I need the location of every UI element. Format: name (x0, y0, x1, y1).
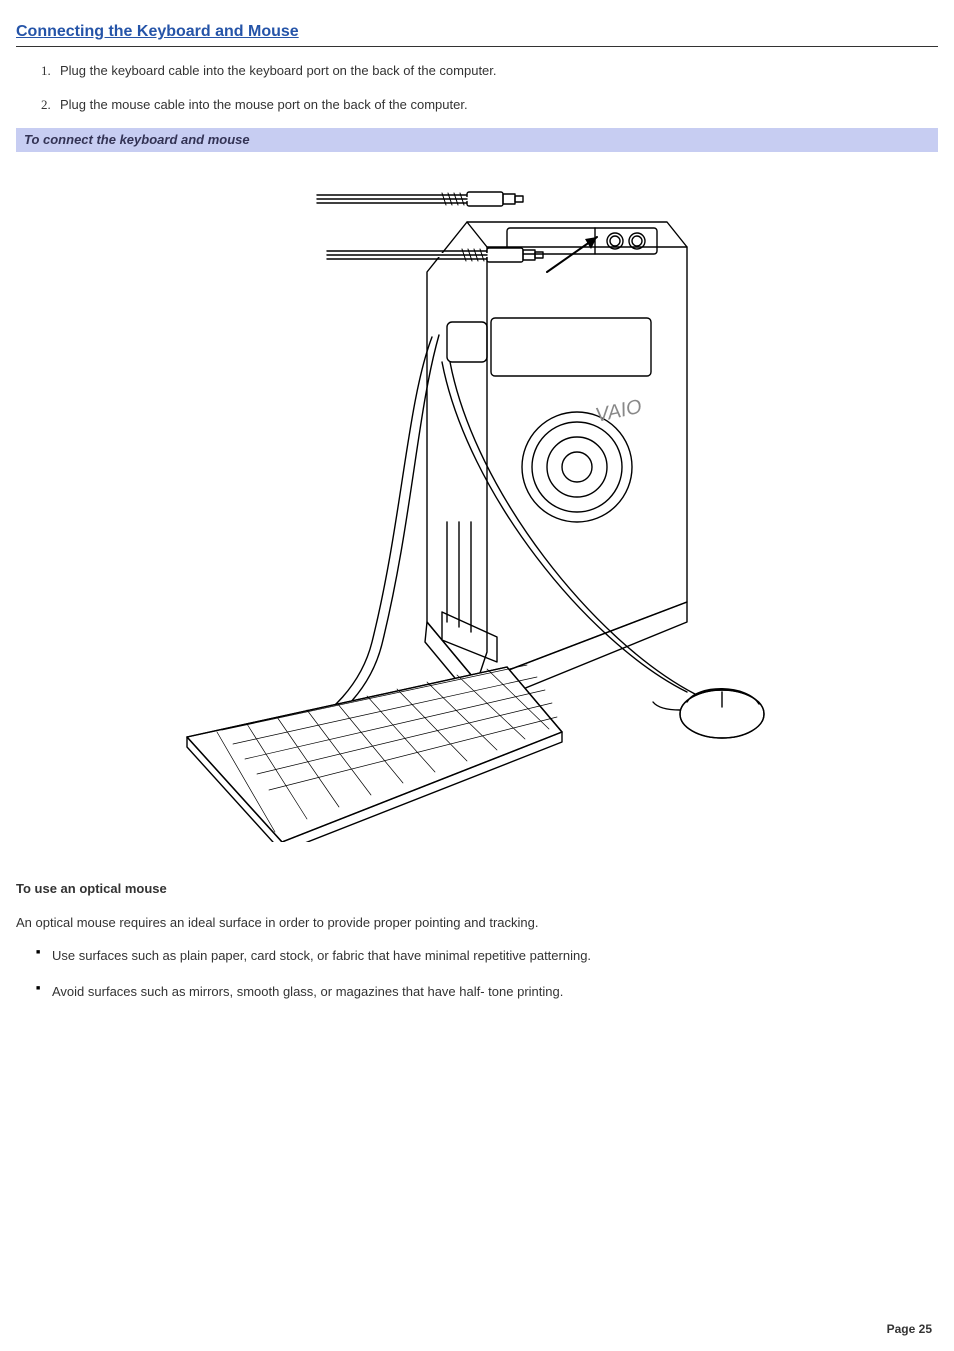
figure-container: VAIO (16, 152, 938, 856)
bullet-list: Use surfaces such as plain paper, card s… (16, 946, 938, 1001)
step-item: Plug the keyboard cable into the keyboar… (54, 61, 938, 81)
page-title: Connecting the Keyboard and Mouse (16, 20, 938, 47)
brand-text: VAIO (593, 395, 643, 426)
bullet-text: Use surfaces such as plain paper, card s… (52, 948, 591, 963)
step-text: Plug the mouse cable into the mouse port… (60, 97, 468, 112)
bullet-item: Avoid surfaces such as mirrors, smooth g… (36, 982, 938, 1002)
step-text: Plug the keyboard cable into the keyboar… (60, 63, 497, 78)
page-title-link[interactable]: Connecting the Keyboard and Mouse (16, 23, 299, 40)
figure-caption: To connect the keyboard and mouse (16, 128, 938, 152)
step-item: Plug the mouse cable into the mouse port… (54, 95, 938, 115)
page-number: Page 25 (887, 1320, 932, 1338)
bullet-text: Avoid surfaces such as mirrors, smooth g… (52, 984, 563, 999)
sub-intro-text: An optical mouse requires an ideal surfa… (16, 913, 938, 933)
diagram-svg: VAIO (167, 162, 787, 842)
connection-diagram: VAIO (167, 162, 787, 848)
mouse-illustration (653, 688, 764, 737)
step-list: Plug the keyboard cable into the keyboar… (16, 61, 938, 114)
bullet-item: Use surfaces such as plain paper, card s… (36, 946, 938, 966)
keyboard-illustration (187, 665, 562, 842)
sub-heading: To use an optical mouse (16, 879, 938, 899)
